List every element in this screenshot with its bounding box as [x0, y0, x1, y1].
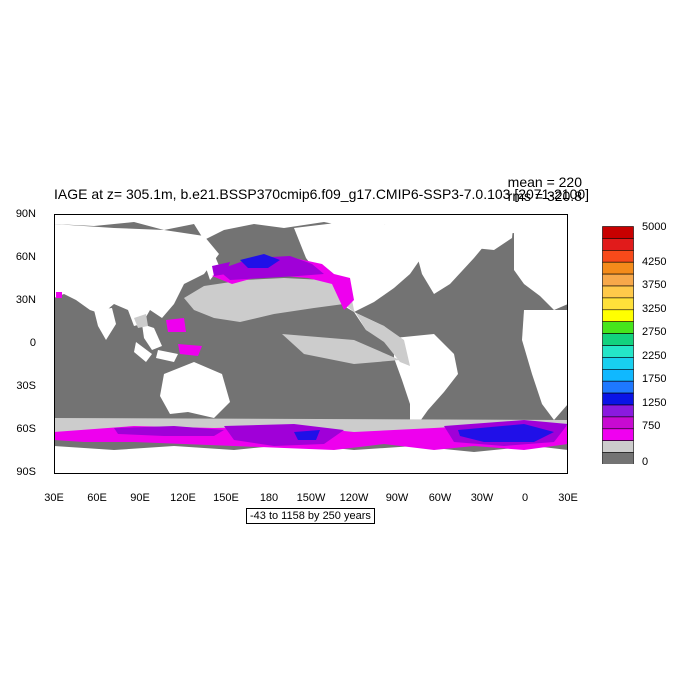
- colorbar-swatch: [602, 428, 634, 442]
- colorbar-label-750: 750: [642, 420, 661, 432]
- colorbar-label-2750: 2750: [642, 326, 667, 338]
- colorbar-swatch: [602, 404, 634, 418]
- colorbar-swatch: [602, 333, 634, 346]
- lon-label-150e: 150E: [213, 492, 239, 504]
- lat-label-30n: 30N: [15, 294, 36, 306]
- colorbar-swatch: [602, 273, 634, 287]
- colorbar-swatch: [602, 357, 634, 370]
- lon-label-90w: 90W: [385, 492, 409, 504]
- land-layer: [54, 214, 568, 474]
- colorbar: [602, 226, 634, 464]
- lat-label-60n: 60N: [15, 251, 36, 263]
- colorbar-swatch: [602, 369, 634, 382]
- lon-label-120w: 120W: [339, 492, 369, 504]
- colorbar-label-3750: 3750: [642, 279, 667, 291]
- lon-label-30w: 30W: [470, 492, 494, 504]
- tropical-patches: [56, 292, 202, 356]
- lat-label-90n: 90N: [15, 208, 36, 220]
- lon-label-180: 180: [259, 492, 279, 504]
- map-frame: [54, 214, 568, 474]
- lon-label-60w: 60W: [428, 492, 452, 504]
- colorbar-swatch: [602, 416, 634, 430]
- colorbar-swatch: [602, 392, 634, 406]
- lon-label-30e: 30E: [44, 492, 64, 504]
- colorbar-swatch: [602, 452, 634, 464]
- colorbar-swatch: [602, 285, 634, 299]
- lon-label-30e-right: 30E: [558, 492, 578, 504]
- colorbar-swatch: [602, 440, 634, 453]
- lat-label-60s: 60S: [16, 423, 36, 435]
- colorbar-label-4250: 4250: [642, 256, 667, 268]
- lon-label-120e: 120E: [170, 492, 196, 504]
- colorbar-swatch: [602, 261, 634, 275]
- colorbar-swatch: [602, 380, 634, 394]
- map-plot: [54, 214, 568, 474]
- lon-label-60e: 60E: [87, 492, 107, 504]
- colorbar-label-0: 0: [642, 456, 649, 468]
- lat-label-0: 0: [29, 337, 36, 349]
- colorbar-swatch: [602, 249, 634, 263]
- colorbar-label-5000: 5000: [642, 221, 667, 233]
- rms-stat: rms = 320.8: [507, 188, 582, 204]
- colorbar-swatch: [602, 309, 634, 323]
- mean-stat: mean = 220: [507, 174, 582, 190]
- map-title: IAGE at z= 305.1m, b.e21.BSSP370cmip6.f0…: [54, 186, 590, 202]
- colorbar-label-2250: 2250: [642, 350, 667, 362]
- lat-label-90s: 90S: [16, 466, 36, 478]
- colorbar-swatch: [602, 321, 634, 334]
- lon-label-0: 0: [521, 492, 529, 504]
- lon-label-150w: 150W: [296, 492, 326, 504]
- colorbar-swatch: [602, 226, 634, 239]
- colorbar-label-1750: 1750: [642, 373, 667, 385]
- colorbar-swatch: [602, 345, 634, 358]
- colorbar-swatch: [602, 238, 634, 251]
- colorbar-label-3250: 3250: [642, 303, 667, 315]
- southern-ocean-old: [54, 420, 568, 450]
- colorbar-swatch: [602, 297, 634, 311]
- north-pacific-old: [212, 254, 354, 310]
- colorbar-label-1250: 1250: [642, 397, 667, 409]
- lat-label-30s: 30S: [16, 380, 36, 392]
- contour-range-note: -43 to 1158 by 250 years: [246, 508, 375, 524]
- lon-label-90e: 90E: [130, 492, 150, 504]
